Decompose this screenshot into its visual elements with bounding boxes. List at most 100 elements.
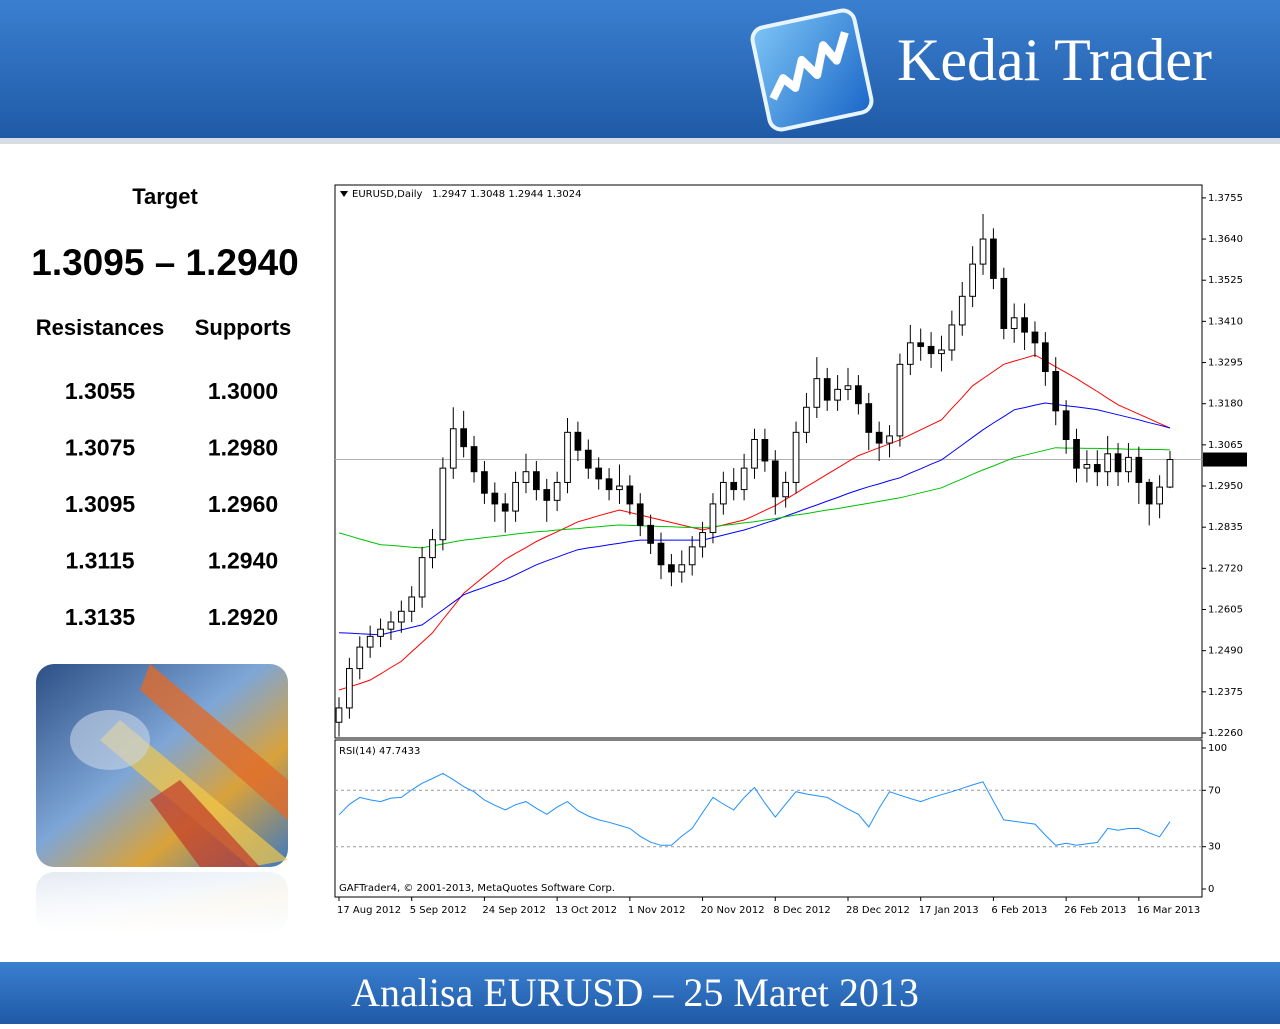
candle-body xyxy=(886,435,893,444)
candle-body xyxy=(979,238,987,265)
candle-body xyxy=(1156,486,1163,505)
candle-body xyxy=(1052,370,1060,412)
y-tick-label: 1.2835 xyxy=(1208,522,1243,533)
candle-body xyxy=(678,564,686,573)
candle-body xyxy=(1073,438,1080,469)
candle-body xyxy=(449,428,457,469)
y-tick-label: 1.2720 xyxy=(1208,563,1243,574)
candle-body xyxy=(1041,342,1049,372)
candle-body xyxy=(356,646,364,670)
candle-body xyxy=(501,503,509,512)
candle-body xyxy=(553,481,561,501)
logo xyxy=(750,8,874,132)
candle-body xyxy=(668,564,675,573)
header-shadow xyxy=(0,138,1280,144)
support-level: 1.2920 xyxy=(208,604,278,630)
moving-average xyxy=(338,402,1171,636)
y-tick-label: 1.2375 xyxy=(1208,687,1243,698)
candle-body xyxy=(803,406,810,433)
candle-body xyxy=(1125,456,1132,473)
candle-body xyxy=(429,539,436,559)
candle-body xyxy=(938,349,945,355)
last-price-label: 1.3024 xyxy=(1208,455,1243,466)
money-image xyxy=(30,664,294,936)
y-tick-label: 1.2490 xyxy=(1208,646,1243,657)
candle-body xyxy=(626,485,634,505)
moving-average xyxy=(338,447,1171,549)
candle-body xyxy=(574,431,582,451)
brand: Kedai Trader xyxy=(897,27,1212,93)
axes: 1.2260 1.2375 1.2490 1.2605 1.2720 1.2835 1.29… xyxy=(337,193,1247,916)
candle-body xyxy=(1031,331,1039,344)
candle-body xyxy=(470,446,478,473)
candle-body xyxy=(688,546,696,566)
candle-body xyxy=(1135,456,1143,483)
candle-body xyxy=(605,478,613,491)
x-tick-label: 6 Feb 2013 xyxy=(991,905,1047,916)
x-tick-label: 1 Nov 2012 xyxy=(628,905,686,916)
price-panel xyxy=(334,184,1203,739)
y-tick-label: 1.3180 xyxy=(1208,399,1243,410)
candle-body xyxy=(595,467,603,480)
y-tick-label: 70 xyxy=(1208,785,1221,796)
candle-body xyxy=(792,431,800,483)
rsi-panel xyxy=(334,739,1203,898)
candle-body xyxy=(564,431,571,483)
support-level: 1.2980 xyxy=(208,435,278,461)
rsi-plot xyxy=(335,772,1202,848)
candle-body xyxy=(823,378,831,401)
header-bar xyxy=(0,0,1280,138)
y-tick-label: 1.3640 xyxy=(1208,234,1243,245)
candle-body xyxy=(1104,453,1112,473)
candle-body xyxy=(719,481,727,505)
x-tick-label: 17 Jan 2013 xyxy=(919,905,979,916)
candle-body xyxy=(751,438,758,469)
dropdown-icon xyxy=(340,191,348,197)
resistance-level: 1.3135 xyxy=(65,604,136,630)
candle-body xyxy=(969,263,976,297)
candle-body xyxy=(699,532,706,548)
candle-body xyxy=(927,345,935,355)
candle-body xyxy=(740,467,748,491)
rsi-footnote: GAFTrader4, © 2001-2013, MetaQuotes Soft… xyxy=(339,883,615,894)
resistance-level: 1.3075 xyxy=(65,435,136,461)
x-tick-label: 13 Oct 2012 xyxy=(555,905,617,916)
candle-body xyxy=(990,238,997,279)
x-tick-label: 28 Dec 2012 xyxy=(846,905,910,916)
candle-body xyxy=(709,503,717,534)
candle-body xyxy=(636,503,644,526)
moving-average xyxy=(338,354,1171,691)
footer-bar xyxy=(0,962,1280,1024)
y-tick-label: 100 xyxy=(1208,743,1227,754)
rsi-title: RSI(14) 47.7433 xyxy=(339,746,420,757)
resistances-label: Resistances xyxy=(36,315,164,340)
price-ohlc: 1.2947 1.3048 1.2944 1.3024 xyxy=(432,189,582,200)
target-value: 1.3095 – 1.2940 xyxy=(31,242,298,283)
resistance-level: 1.3115 xyxy=(65,548,134,574)
y-tick-label: 1.3525 xyxy=(1208,275,1243,286)
price-title: EURUSD,Daily xyxy=(352,189,423,200)
candle-body xyxy=(1145,481,1153,505)
levels: 1.3055 1.3000 1.3075 1.2980 1.3095 1.2960 1.31… xyxy=(65,378,278,630)
candle-body xyxy=(1083,464,1091,469)
last-price-box xyxy=(1203,452,1247,467)
candle-body xyxy=(896,363,904,437)
candle-body xyxy=(647,524,654,544)
price-plot xyxy=(335,213,1202,737)
candle-body xyxy=(1062,410,1070,440)
supports-label: Supports xyxy=(195,315,292,340)
candle-body xyxy=(948,324,956,351)
x-tick-label: 24 Sep 2012 xyxy=(482,905,545,916)
candle-body xyxy=(346,668,353,709)
candle-body xyxy=(387,621,395,630)
x-tick-label: 16 Mar 2013 xyxy=(1137,905,1200,916)
candle-body xyxy=(906,342,914,365)
candle-body xyxy=(366,635,374,648)
y-tick-label: 1.2260 xyxy=(1208,728,1243,739)
candle-body xyxy=(761,438,769,462)
candle-body xyxy=(865,403,873,433)
y-tick-label: 1.3410 xyxy=(1208,316,1243,327)
support-level: 1.2960 xyxy=(208,491,278,517)
